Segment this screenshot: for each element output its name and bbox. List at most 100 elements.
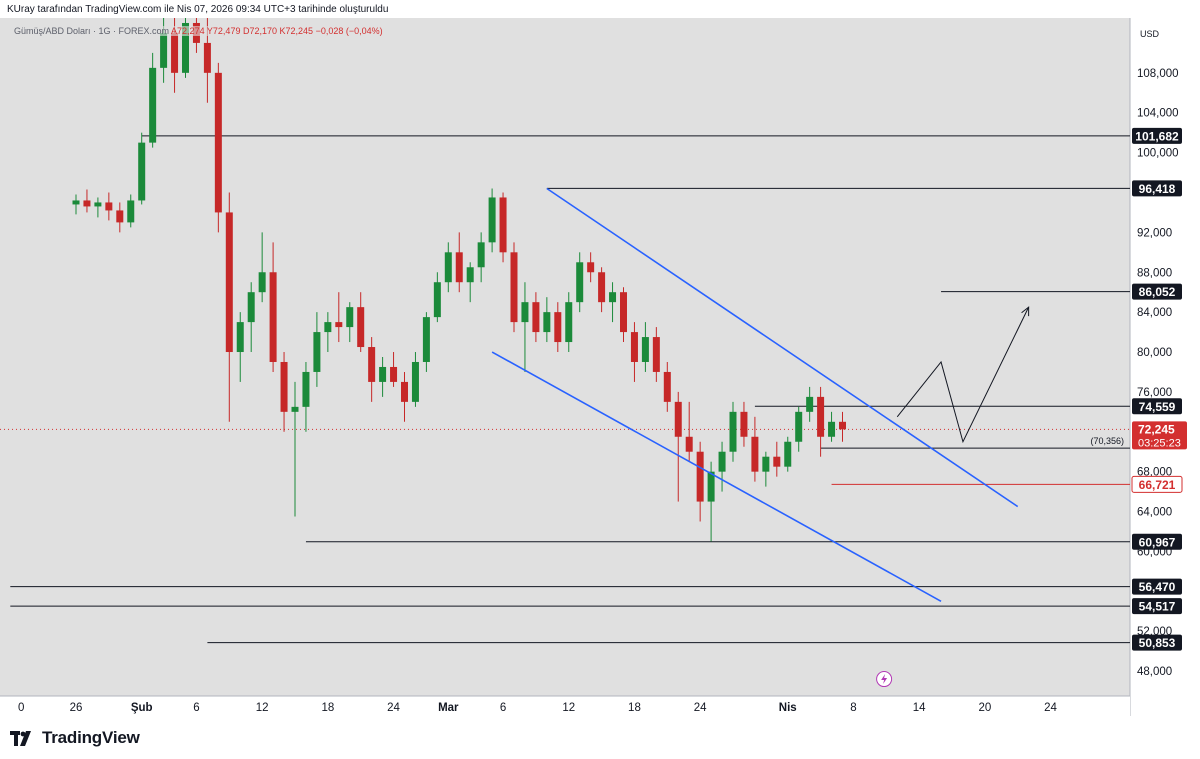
level-price-tag: 74,559 [1132, 398, 1182, 415]
candle-body [346, 307, 354, 328]
time-axis-background [0, 696, 1130, 716]
candle-body [576, 262, 584, 303]
candle [521, 282, 529, 372]
channel-upper-line [546, 187, 1019, 508]
candle [784, 436, 792, 472]
legend-open: A72,274 [171, 26, 205, 36]
level-price-tag: 54,517 [1132, 598, 1182, 615]
candle-body [696, 451, 704, 502]
candle-body [83, 200, 91, 207]
legend-high: Y72,479 [206, 26, 241, 36]
countdown-label: 03:25:23 [1138, 437, 1181, 449]
candle [740, 401, 748, 447]
candle-body [116, 210, 124, 223]
candle [839, 411, 846, 442]
x-tick-label: 14 [913, 702, 926, 714]
tradingview-logo[interactable]: TradingView [10, 727, 140, 749]
candle-body [225, 212, 233, 353]
candle [149, 52, 157, 148]
candle-body [203, 42, 211, 73]
candle-body [839, 421, 846, 430]
price-axis: USD 108,000 104,000 100,000 92,000 88,000 84,0… [1137, 29, 1179, 678]
level-tag-label: 74,559 [1139, 400, 1176, 414]
candle-body [762, 456, 770, 472]
candle [94, 197, 102, 218]
candle-body [422, 317, 430, 362]
candle-body [335, 322, 343, 328]
candle [302, 361, 310, 432]
y-tick-label: 68,000 [1137, 467, 1172, 479]
y-tick-label: 100,000 [1137, 148, 1179, 160]
channel-lower-line [491, 351, 942, 602]
candle-body [105, 202, 113, 211]
candle-body [784, 441, 792, 467]
candle-body [773, 456, 781, 467]
candle [127, 194, 135, 228]
y-tick-label: 64,000 [1137, 507, 1172, 519]
candle [499, 192, 507, 263]
candle-body [302, 371, 310, 407]
candle-body [236, 322, 244, 353]
price-chart[interactable]: USD 108,000 104,000 100,000 92,000 88,000 84,0… [0, 3, 1200, 716]
candle [444, 242, 452, 293]
candle [116, 202, 124, 233]
candle-body [182, 22, 189, 73]
candle [214, 62, 222, 233]
candle [554, 302, 562, 353]
candle [105, 192, 113, 221]
candle [696, 441, 704, 522]
candle-body [258, 272, 266, 293]
candle-body [729, 411, 737, 452]
level-tag-box [1132, 283, 1182, 300]
level-tag-box [1132, 398, 1182, 415]
candle-body [401, 381, 408, 402]
candles [72, 3, 846, 542]
candle [247, 282, 255, 353]
candle-body [707, 471, 715, 502]
x-tick-label: 26 [70, 702, 83, 714]
level-tag-box [1132, 578, 1182, 595]
candle-body [499, 197, 507, 253]
candle-body [587, 262, 595, 273]
candle-body [390, 366, 398, 382]
level-tag-box [1132, 127, 1182, 144]
candle-body [444, 252, 452, 283]
level-tag-label: 60,967 [1139, 535, 1176, 549]
y-tick-label: 48,000 [1137, 666, 1172, 678]
candle [609, 282, 617, 323]
candle-body [324, 322, 332, 333]
y-tick-label: 104,000 [1137, 108, 1179, 120]
symbol-legend: Gümüş/ABD Doları · 1G · FOREX.com A72,27… [12, 26, 385, 36]
candle-body [609, 292, 617, 303]
plot-background [0, 18, 1130, 696]
candle [806, 386, 814, 422]
candle [455, 232, 463, 293]
candle [291, 381, 299, 517]
candle-body [543, 312, 551, 333]
candle-body [817, 396, 825, 437]
candle [83, 189, 91, 213]
level-tag-label: 56,470 [1139, 580, 1176, 594]
chart-canvas[interactable]: USD 108,000 104,000 100,000 92,000 88,000 84,0… [0, 3, 1200, 716]
x-tick-label: 0 [18, 702, 24, 714]
candle-body [685, 436, 693, 452]
level-price-tag: 56,470 [1132, 578, 1182, 595]
candle [236, 312, 244, 382]
candle-body [795, 411, 803, 442]
projection-arrow-head [1021, 306, 1030, 317]
candle [598, 267, 606, 313]
candle [422, 312, 430, 372]
candle [762, 451, 770, 487]
candle-body [806, 396, 814, 412]
candle [379, 357, 387, 397]
x-tick-label: 12 [562, 702, 575, 714]
candle-body [94, 202, 102, 207]
x-tick-label: Mar [438, 702, 459, 714]
candle [707, 461, 715, 542]
candle-body [466, 267, 474, 283]
x-tick-label: 18 [321, 702, 334, 714]
candle [269, 242, 277, 372]
x-tick-label: 24 [387, 702, 400, 714]
candle-body [521, 302, 529, 323]
candle-body [280, 361, 288, 412]
